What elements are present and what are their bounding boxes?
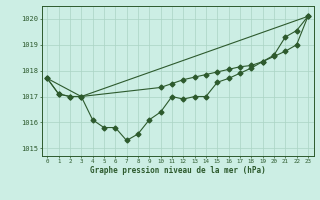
X-axis label: Graphe pression niveau de la mer (hPa): Graphe pression niveau de la mer (hPa) bbox=[90, 166, 266, 175]
